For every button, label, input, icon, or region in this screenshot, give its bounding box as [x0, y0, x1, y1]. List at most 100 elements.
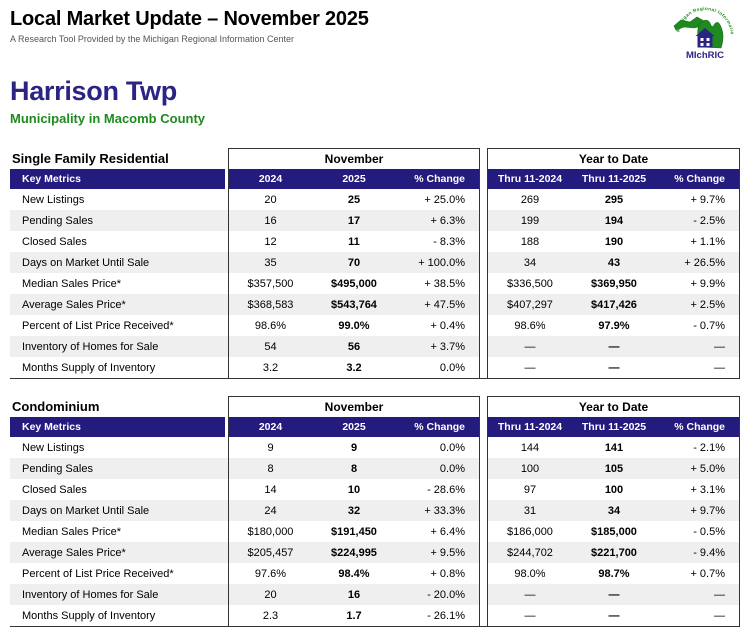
november-group-header: November — [228, 396, 480, 417]
nov-2024-cell: 24 — [228, 500, 312, 521]
table-bottom-border — [10, 626, 740, 627]
thru-2025-header: Thru 11-2025 — [572, 417, 656, 437]
nov-2025-cell: 8 — [312, 458, 396, 479]
ytd-2024-cell: — — [487, 336, 572, 357]
ytd-2024-cell: 98.0% — [487, 563, 572, 584]
column-gap — [480, 210, 487, 231]
ytd-2025-cell: — — [572, 605, 656, 626]
ytd-2024-cell: 269 — [487, 189, 572, 210]
table-row: Inventory of Homes for Sale 20 16 - 20.0… — [10, 584, 740, 605]
nov-2024-cell: 35 — [228, 252, 312, 273]
nov-2025-cell: 9 — [312, 437, 396, 458]
nov-2024-cell: 54 — [228, 336, 312, 357]
nov-2024-cell: $180,000 — [228, 521, 312, 542]
table-row: Percent of List Price Received* 97.6% 98… — [10, 563, 740, 584]
nov-2024-cell: $205,457 — [228, 542, 312, 563]
ytd-change-cell: + 5.0% — [656, 458, 740, 479]
nov-2025-cell: 1.7 — [312, 605, 396, 626]
col-2025-header: 2025 — [312, 417, 396, 437]
nov-2024-cell: 16 — [228, 210, 312, 231]
table-row: Average Sales Price* $205,457 $224,995 +… — [10, 542, 740, 563]
column-gap — [480, 294, 487, 315]
thru-2024-header: Thru 11-2024 — [487, 417, 572, 437]
column-gap — [480, 542, 487, 563]
ytd-change-cell: + 2.5% — [656, 294, 740, 315]
table-title: Single Family Residential — [12, 151, 169, 166]
header-gap — [480, 148, 487, 169]
nov-2024-cell: 8 — [228, 458, 312, 479]
nov-2024-cell: 2.3 — [228, 605, 312, 626]
nov-change-cell: + 25.0% — [396, 189, 480, 210]
metric-label: Inventory of Homes for Sale — [10, 584, 228, 605]
ytd-2024-cell: — — [487, 584, 572, 605]
ytd-change-cell: + 9.9% — [656, 273, 740, 294]
ytd-change-cell: — — [656, 336, 740, 357]
nov-2025-cell: 70 — [312, 252, 396, 273]
metric-label: Closed Sales — [10, 231, 228, 252]
table-row: Days on Market Until Sale 24 32 + 33.3% … — [10, 500, 740, 521]
pct-change-header: % Change — [656, 169, 740, 189]
metric-label: Days on Market Until Sale — [10, 500, 228, 521]
location-subtitle: Municipality in Macomb County — [10, 111, 206, 126]
metric-label: Months Supply of Inventory — [10, 357, 228, 378]
ytd-2024-cell: 97 — [487, 479, 572, 500]
metric-label: Days on Market Until Sale — [10, 252, 228, 273]
ytd-2024-cell: 188 — [487, 231, 572, 252]
table-row: Days on Market Until Sale 35 70 + 100.0%… — [10, 252, 740, 273]
metric-label: Inventory of Homes for Sale — [10, 336, 228, 357]
nov-change-cell: + 6.4% — [396, 521, 480, 542]
november-group-header: November — [228, 148, 480, 169]
column-header-row: Key Metrics 2024 2025 % Change Thru 11-2… — [10, 169, 740, 189]
nov-change-cell: - 20.0% — [396, 584, 480, 605]
metric-label: Pending Sales — [10, 210, 228, 231]
ytd-change-cell: + 3.1% — [656, 479, 740, 500]
ytd-2024-cell: 100 — [487, 458, 572, 479]
ytd-change-cell: + 0.7% — [656, 563, 740, 584]
column-gap — [480, 231, 487, 252]
metric-label: Months Supply of Inventory — [10, 605, 228, 626]
column-gap — [480, 584, 487, 605]
column-gap — [480, 252, 487, 273]
pct-change-header: % Change — [396, 169, 480, 189]
table-title: Condominium — [12, 399, 100, 414]
table-row: Average Sales Price* $368,583 $543,764 +… — [10, 294, 740, 315]
ytd-change-cell: - 0.5% — [656, 521, 740, 542]
column-gap — [480, 273, 487, 294]
ytd-group-header: Year to Date — [487, 148, 740, 169]
metric-label: Percent of List Price Received* — [10, 315, 228, 336]
key-metrics-header: Key Metrics — [10, 417, 228, 437]
nov-change-cell: + 9.5% — [396, 542, 480, 563]
table-row: Inventory of Homes for Sale 54 56 + 3.7%… — [10, 336, 740, 357]
column-gap — [480, 169, 487, 189]
ytd-change-cell: - 2.1% — [656, 437, 740, 458]
ytd-2024-cell: 31 — [487, 500, 572, 521]
ytd-2025-cell: — — [572, 584, 656, 605]
nov-2025-cell: 11 — [312, 231, 396, 252]
ytd-2024-cell: 199 — [487, 210, 572, 231]
nov-change-cell: + 47.5% — [396, 294, 480, 315]
ytd-2025-cell: $185,000 — [572, 521, 656, 542]
ytd-2025-cell: 105 — [572, 458, 656, 479]
nov-change-cell: - 28.6% — [396, 479, 480, 500]
table-body: New Listings 9 9 0.0% 144 141 - 2.1% Pen… — [10, 437, 740, 626]
nov-change-cell: 0.0% — [396, 437, 480, 458]
metric-label: Pending Sales — [10, 458, 228, 479]
ytd-2024-cell: $336,500 — [487, 273, 572, 294]
nov-2024-cell: 9 — [228, 437, 312, 458]
nov-2024-cell: 20 — [228, 584, 312, 605]
nov-2025-cell: $543,764 — [312, 294, 396, 315]
column-gap — [480, 605, 487, 626]
ytd-2024-cell: — — [487, 605, 572, 626]
table-row: New Listings 20 25 + 25.0% 269 295 + 9.7… — [10, 189, 740, 210]
column-gap — [480, 417, 487, 437]
report-subtitle: A Research Tool Provided by the Michigan… — [10, 34, 294, 44]
ytd-2025-cell: $221,700 — [572, 542, 656, 563]
ytd-2024-cell: $186,000 — [487, 521, 572, 542]
nov-2024-cell: 3.2 — [228, 357, 312, 378]
table-row: Pending Sales 16 17 + 6.3% 199 194 - 2.5… — [10, 210, 740, 231]
metric-label: Average Sales Price* — [10, 294, 228, 315]
table-row: New Listings 9 9 0.0% 144 141 - 2.1% — [10, 437, 740, 458]
nov-2025-cell: 16 — [312, 584, 396, 605]
ytd-2024-cell: 34 — [487, 252, 572, 273]
